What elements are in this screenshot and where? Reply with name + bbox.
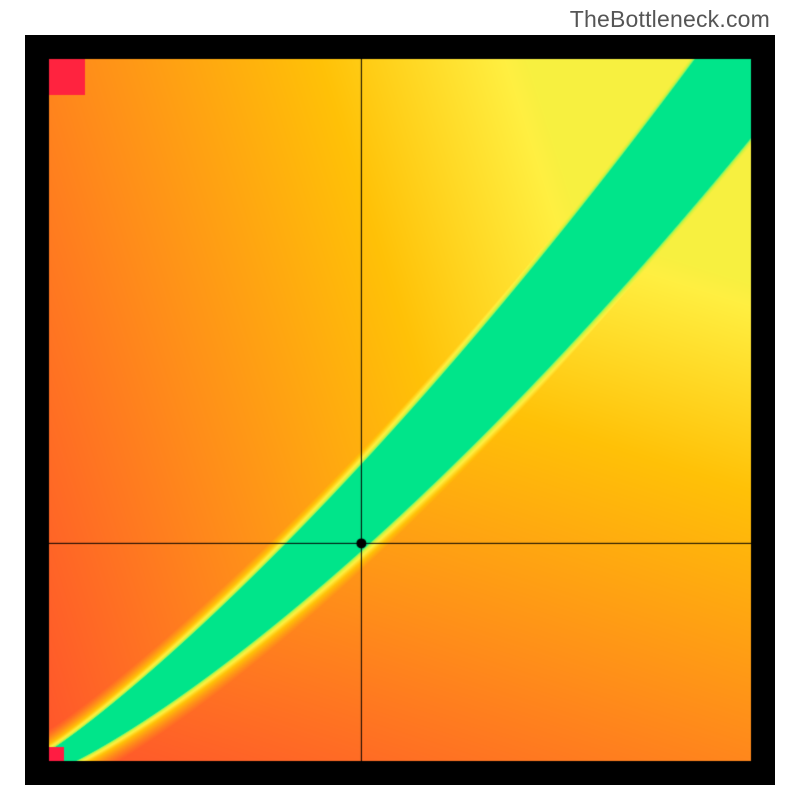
bottleneck-heatmap [25, 35, 775, 785]
watermark-text: TheBottleneck.com [570, 6, 770, 33]
